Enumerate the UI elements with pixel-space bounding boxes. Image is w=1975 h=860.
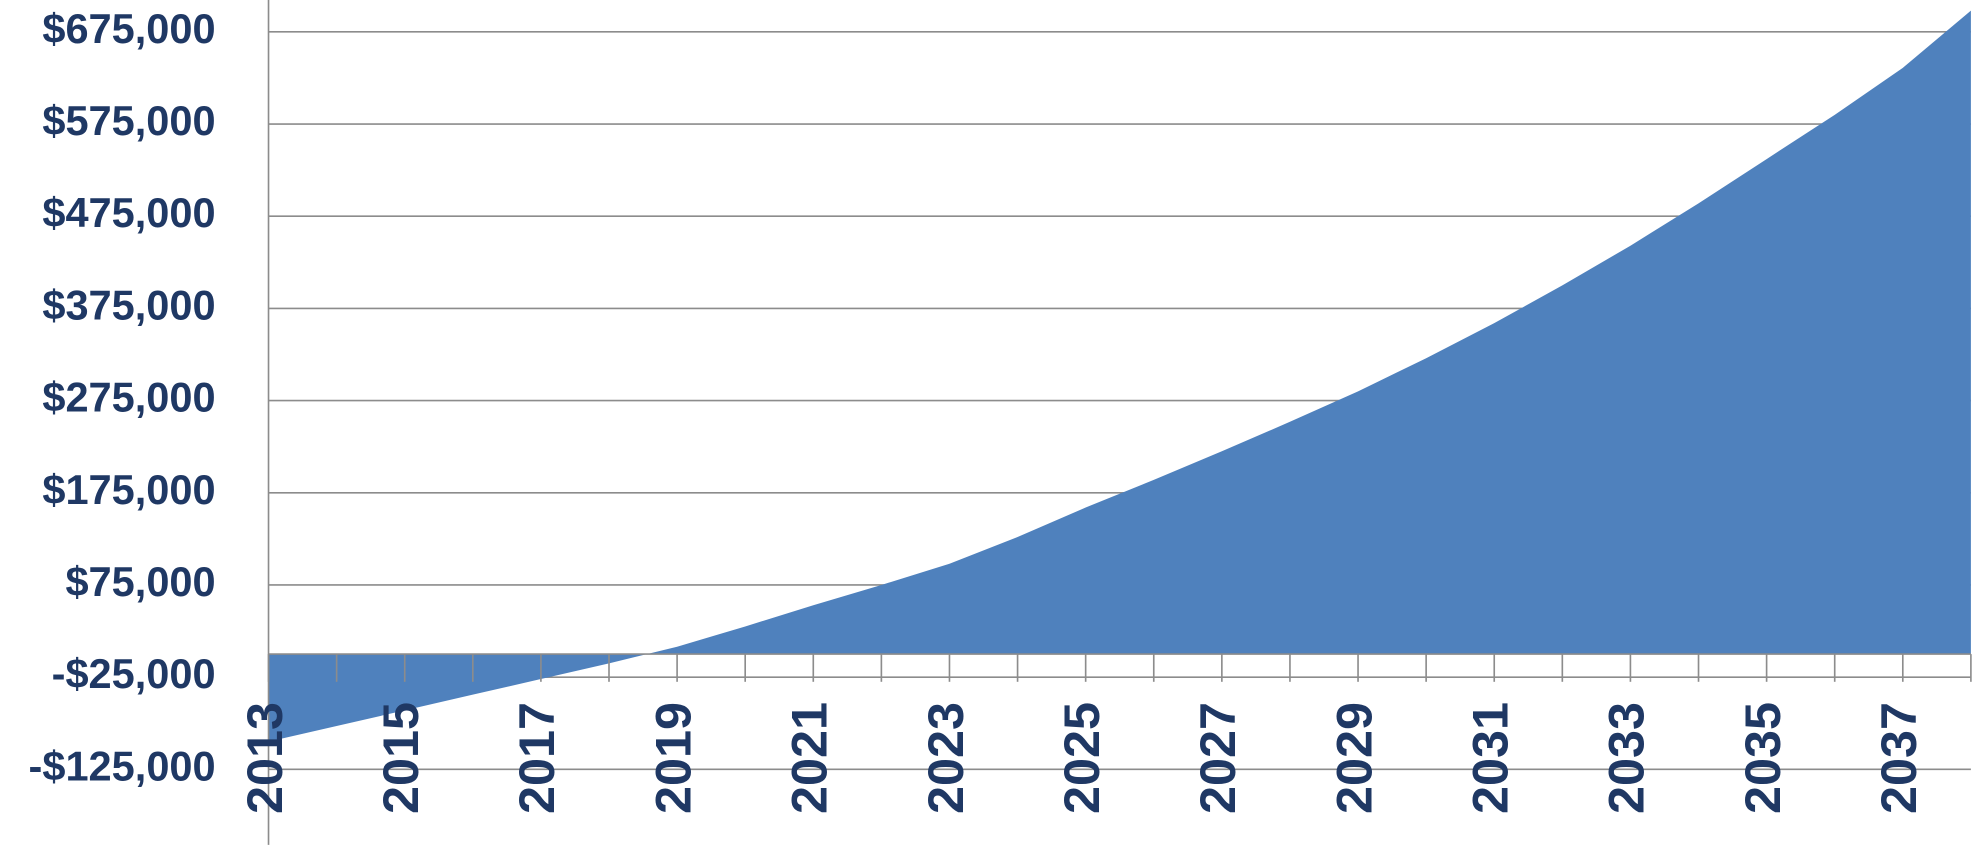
x-tick-label: 2015 (372, 702, 429, 814)
y-tick-label: $75,000 (65, 558, 215, 605)
x-tick-label: 2031 (1462, 702, 1519, 814)
y-tick-label: $275,000 (42, 374, 215, 421)
y-tick-label: $675,000 (42, 5, 215, 52)
x-tick-label: 2025 (1053, 702, 1110, 814)
x-tick-label: 2023 (917, 702, 974, 814)
x-tick-label: 2033 (1598, 702, 1655, 814)
x-tick-label: 2027 (1189, 702, 1246, 814)
x-tick-label: 2019 (644, 702, 701, 814)
x-tick-label: 2013 (236, 702, 293, 814)
y-tick-label: $375,000 (42, 281, 215, 328)
y-tick-label: $175,000 (42, 466, 215, 513)
y-tick-label: -$25,000 (52, 650, 216, 697)
x-tick-label: 2021 (781, 702, 838, 814)
area (268, 10, 1971, 742)
x-tick-label: 2017 (508, 702, 565, 814)
x-tick-label: 2029 (1325, 702, 1382, 814)
y-tick-label: -$125,000 (29, 742, 216, 789)
y-tick-label: $475,000 (42, 189, 215, 236)
y-tick-label: $575,000 (42, 97, 215, 144)
x-tick-label: 2037 (1870, 702, 1927, 814)
x-tick-label: 2035 (1734, 702, 1791, 814)
